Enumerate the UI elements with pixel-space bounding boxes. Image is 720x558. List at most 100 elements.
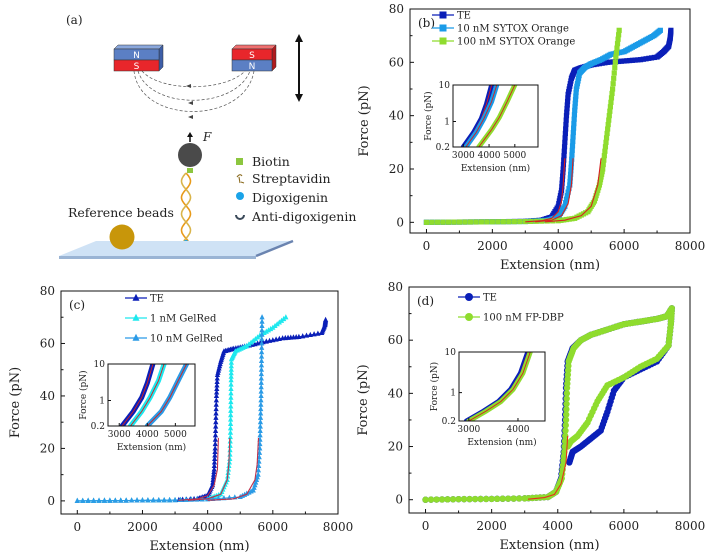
fit-line xyxy=(207,437,260,501)
data-point xyxy=(258,370,264,377)
legend-anti-digoxigenin: Anti-digoxigenin xyxy=(251,209,356,224)
inset-x-tick-label: 5000 xyxy=(164,430,187,440)
data-point xyxy=(624,58,630,64)
data-point xyxy=(608,95,615,101)
x-tick-label: 4000 xyxy=(543,239,574,253)
data-point xyxy=(560,173,566,179)
data-point xyxy=(434,219,441,225)
inset-y-tick-label: 1 xyxy=(444,117,450,127)
data-point xyxy=(258,379,264,385)
y-tick-label: 60 xyxy=(40,336,55,350)
data-point xyxy=(569,143,576,149)
data-point xyxy=(605,59,611,65)
legend-entry: TE xyxy=(457,11,471,22)
data-point xyxy=(212,445,218,451)
data-point xyxy=(563,126,569,132)
data-point xyxy=(227,420,234,427)
y-axis-label: Force (pN) xyxy=(357,85,372,156)
inset-chart: 3000 4000 0.2 1 10 Extension (nm) Force (pN) xyxy=(429,348,546,448)
inset-y-tick-label: 1 xyxy=(450,389,456,399)
data-point xyxy=(608,99,614,105)
data-point xyxy=(616,58,622,65)
data-point xyxy=(614,45,620,51)
inset-x-tick-label: 4000 xyxy=(478,151,501,161)
x-tick-label: 0 xyxy=(423,239,431,253)
fit-line xyxy=(545,158,602,223)
data-point xyxy=(462,219,468,225)
data-point xyxy=(517,218,523,225)
data-point xyxy=(258,405,264,412)
inset-y-axis-label: Force (pN) xyxy=(423,91,434,140)
data-point xyxy=(562,432,569,440)
data-point xyxy=(500,219,506,225)
left-magnet-icon: N S xyxy=(113,44,164,72)
data-point xyxy=(257,423,263,429)
legend-marker xyxy=(132,293,140,301)
data-point xyxy=(227,425,234,431)
data-point xyxy=(609,86,616,92)
data-point xyxy=(96,497,102,503)
data-point xyxy=(563,200,569,206)
data-point xyxy=(227,442,233,448)
data-point xyxy=(300,333,306,339)
data-point xyxy=(257,414,264,420)
data-point xyxy=(433,496,440,503)
inset-x-tick-label: 4000 xyxy=(507,425,530,435)
legend: TE 1 nM GelRed 10 nM GelRed xyxy=(125,294,223,345)
data-point xyxy=(258,362,265,368)
data-point xyxy=(558,187,565,193)
data-point xyxy=(212,440,218,447)
data-point xyxy=(596,61,603,67)
data-point xyxy=(567,83,573,89)
biotin-anchor-icon xyxy=(187,168,193,173)
data-point xyxy=(563,121,569,128)
inset-plot-area xyxy=(463,352,533,421)
data-point xyxy=(255,467,262,473)
data-point xyxy=(609,90,615,97)
inset-frame xyxy=(452,84,539,148)
data-point xyxy=(167,497,173,503)
anti-digoxigenin-icon xyxy=(235,215,245,220)
data-point xyxy=(250,487,256,493)
data-point xyxy=(213,405,219,412)
inset-y-tick-label: 0.2 xyxy=(436,143,450,153)
inset-y-tick-label: 10 xyxy=(439,81,451,91)
inset-fit-line xyxy=(468,352,531,421)
data-point xyxy=(616,27,622,33)
data-point xyxy=(253,476,260,482)
data-point xyxy=(259,335,265,342)
data-point xyxy=(646,55,652,61)
data-point xyxy=(228,363,234,369)
data-point xyxy=(556,201,562,207)
data-point xyxy=(572,97,579,103)
data-point xyxy=(259,314,265,320)
data-point xyxy=(255,471,261,477)
data-point xyxy=(101,497,108,503)
data-point xyxy=(573,93,579,99)
data-point xyxy=(562,422,569,429)
data-point xyxy=(210,474,216,480)
inset-background xyxy=(459,352,545,421)
data-point xyxy=(228,373,234,379)
data-point xyxy=(484,219,490,225)
data-point xyxy=(211,471,217,477)
data-point xyxy=(567,81,573,87)
y-tick-label: 60 xyxy=(388,333,403,347)
data-point xyxy=(567,182,573,188)
data-point xyxy=(612,59,618,65)
inset-x-tick-label: 3000 xyxy=(457,425,480,435)
data-point xyxy=(593,193,599,199)
data-point xyxy=(560,161,567,168)
data-point xyxy=(612,65,618,71)
x-tick-label: 2000 xyxy=(477,239,508,253)
panel-d-chart: 0 2000 4000 6000 8000 0 20 40 60 80 Extension (nm)… xyxy=(356,280,705,553)
data-point xyxy=(228,377,234,383)
legend-marker xyxy=(132,333,140,341)
data-point xyxy=(564,98,571,105)
data-point xyxy=(569,147,575,153)
data-point xyxy=(488,495,495,503)
data-point xyxy=(621,58,627,64)
data-point xyxy=(614,41,621,47)
data-point xyxy=(563,395,570,402)
data-point xyxy=(600,166,606,172)
